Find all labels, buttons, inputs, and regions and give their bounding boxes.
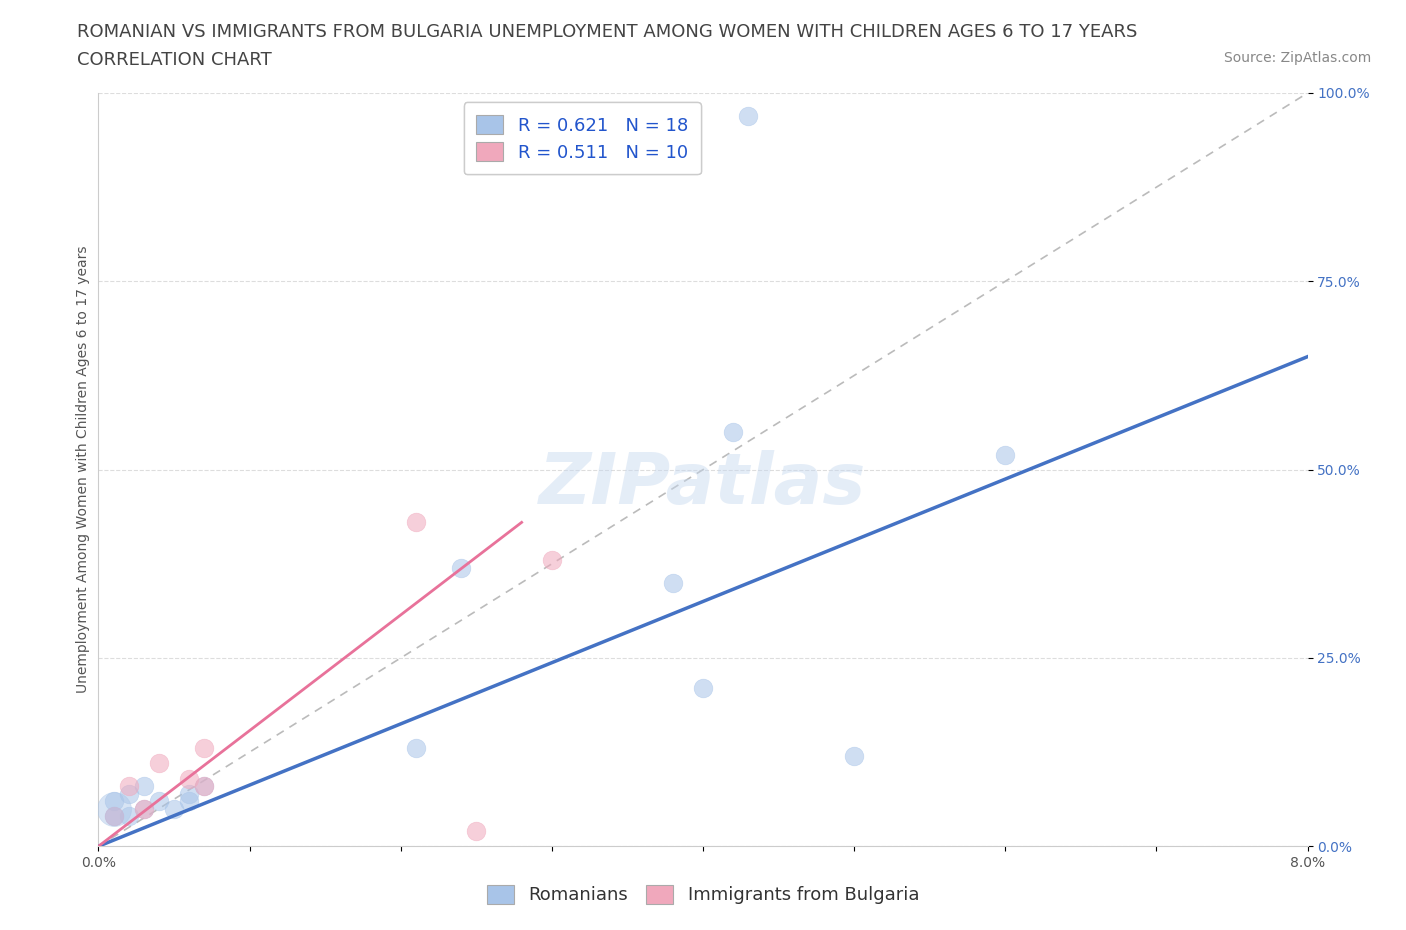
Point bbox=[540, 552, 562, 567]
Point bbox=[118, 778, 141, 793]
Point bbox=[179, 786, 201, 801]
Point bbox=[103, 809, 125, 824]
Point bbox=[103, 809, 125, 824]
Point bbox=[103, 802, 125, 817]
Text: CORRELATION CHART: CORRELATION CHART bbox=[77, 51, 273, 69]
Point bbox=[193, 778, 215, 793]
Point bbox=[994, 447, 1017, 462]
Legend: R = 0.621   N = 18, R = 0.511   N = 10: R = 0.621 N = 18, R = 0.511 N = 10 bbox=[464, 102, 700, 174]
Text: ROMANIAN VS IMMIGRANTS FROM BULGARIA UNEMPLOYMENT AMONG WOMEN WITH CHILDREN AGES: ROMANIAN VS IMMIGRANTS FROM BULGARIA UNE… bbox=[77, 23, 1137, 41]
Point bbox=[193, 741, 215, 756]
Point bbox=[405, 515, 427, 530]
Point bbox=[132, 802, 155, 817]
Point bbox=[163, 802, 186, 817]
Point bbox=[737, 108, 759, 123]
Text: Source: ZipAtlas.com: Source: ZipAtlas.com bbox=[1223, 51, 1371, 65]
Point bbox=[148, 756, 170, 771]
Point bbox=[405, 741, 427, 756]
Point bbox=[723, 424, 745, 440]
Text: ZIPatlas: ZIPatlas bbox=[540, 450, 866, 519]
Point bbox=[692, 681, 714, 696]
Point bbox=[103, 793, 125, 808]
Legend: Romanians, Immigrants from Bulgaria: Romanians, Immigrants from Bulgaria bbox=[479, 877, 927, 911]
Point bbox=[118, 809, 141, 824]
Point bbox=[193, 778, 215, 793]
Point bbox=[450, 560, 472, 575]
Point bbox=[179, 793, 201, 808]
Point bbox=[118, 786, 141, 801]
Point bbox=[179, 771, 201, 786]
Point bbox=[132, 778, 155, 793]
Point bbox=[132, 802, 155, 817]
Point bbox=[844, 749, 866, 764]
Point bbox=[661, 575, 683, 591]
Point bbox=[465, 824, 488, 839]
Point bbox=[148, 793, 170, 808]
Y-axis label: Unemployment Among Women with Children Ages 6 to 17 years: Unemployment Among Women with Children A… bbox=[76, 246, 90, 694]
